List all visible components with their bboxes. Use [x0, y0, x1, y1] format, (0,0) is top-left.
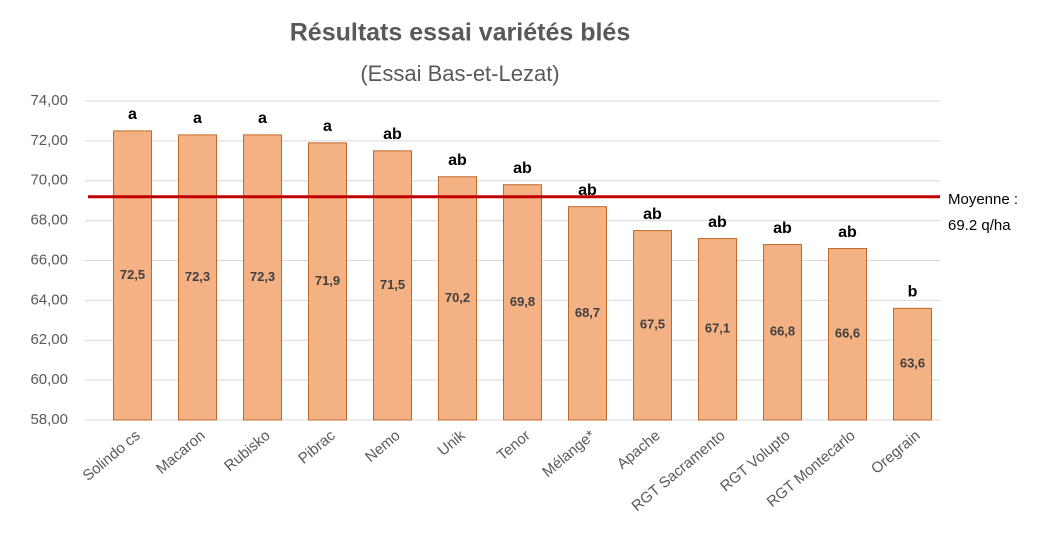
bar: [698, 238, 737, 421]
value-label: 70,2: [445, 290, 470, 305]
significance-letter: ab: [578, 182, 597, 199]
y-tick-label: 62,00: [30, 331, 68, 348]
y-tick-label: 68,00: [30, 212, 68, 229]
mean-label: 69.2 q/ha: [948, 217, 1011, 234]
y-tick-label: 74,00: [30, 92, 68, 109]
value-label: 72,3: [250, 269, 275, 284]
significance-letter: ab: [773, 220, 792, 237]
significance-letter: ab: [448, 152, 467, 169]
x-tick-label: Apache: [614, 427, 664, 473]
significance-letter: ab: [708, 214, 727, 231]
x-tick-label: Rubisko: [221, 427, 273, 475]
x-tick-label: Mélange*: [539, 427, 599, 481]
value-label: 72,5: [120, 267, 145, 282]
value-label: 68,7: [575, 305, 600, 320]
value-label: 66,6: [835, 326, 860, 341]
significance-letter: a: [323, 118, 332, 135]
bar: [113, 130, 152, 421]
bar: [828, 248, 867, 421]
value-label: 63,6: [900, 356, 925, 371]
x-tick-label: Nemo: [362, 427, 404, 466]
bar: [243, 134, 282, 421]
significance-letter: a: [193, 110, 202, 127]
significance-letter: a: [128, 106, 137, 123]
chart-subtitle: (Essai Bas-et-Lezat): [360, 61, 559, 86]
x-tick-label: Unik: [435, 427, 469, 460]
x-tick-label: Macaron: [153, 427, 209, 478]
bar: [438, 176, 477, 421]
value-label: 67,5: [640, 317, 665, 332]
value-label: 66,8: [770, 324, 795, 339]
significance-letter: ab: [643, 206, 662, 223]
mean-label: Moyenne :: [948, 191, 1018, 208]
x-tick-label: Solindo cs: [80, 427, 144, 485]
value-label: 71,9: [315, 273, 340, 288]
value-label: 67,1: [705, 321, 730, 336]
value-label: 69,8: [510, 294, 535, 309]
bar: [568, 206, 607, 421]
bar: [503, 184, 542, 421]
significance-letter: b: [908, 284, 918, 301]
x-tick-label: Pibrac: [295, 427, 339, 468]
significance-letter: a: [258, 110, 267, 127]
bar: [633, 230, 672, 421]
x-tick-label: Tenor: [494, 427, 534, 464]
y-tick-label: 64,00: [30, 291, 68, 308]
significance-letter: ab: [513, 160, 532, 177]
y-tick-label: 72,00: [30, 132, 68, 149]
y-tick-label: 70,00: [30, 172, 68, 189]
y-tick-label: 60,00: [30, 371, 68, 388]
value-label: 72,3: [185, 269, 210, 284]
bar: [763, 244, 802, 421]
x-tick-label: Oregrain: [868, 427, 924, 478]
bar: [178, 134, 217, 421]
significance-letter: ab: [383, 126, 402, 143]
value-label: 71,5: [380, 277, 405, 292]
significance-letter: ab: [838, 224, 857, 241]
chart-title: Résultats essai variétés blés: [290, 19, 630, 47]
bar: [308, 142, 347, 421]
bar: [893, 307, 932, 421]
y-tick-label: 66,00: [30, 251, 68, 268]
y-tick-label: 58,00: [30, 411, 68, 428]
